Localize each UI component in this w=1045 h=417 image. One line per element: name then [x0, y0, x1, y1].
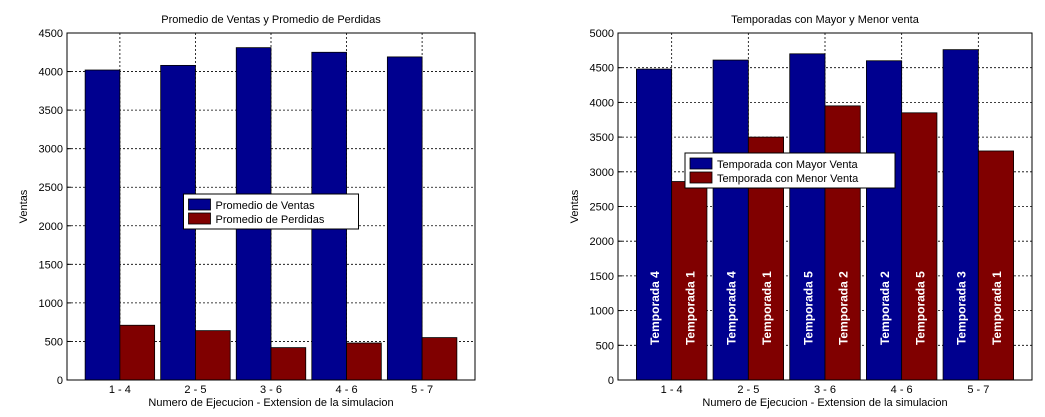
y-tick-label: 1000 — [590, 306, 614, 318]
bar — [901, 112, 938, 381]
y-tick-label: 5000 — [590, 28, 614, 40]
y-tick-label: 3000 — [39, 144, 63, 156]
axes-frame — [617, 32, 1033, 381]
bar-label: Temporada 1 — [683, 271, 697, 345]
bar — [195, 330, 231, 381]
legend-swatch — [188, 212, 211, 225]
y-axis-label: Ventas — [18, 189, 30, 223]
x-tick-label: 5 - 7 — [411, 384, 433, 396]
y-tick-label: 0 — [57, 375, 63, 387]
axes-frame — [66, 32, 476, 381]
y-tick-label: 2500 — [39, 182, 63, 194]
x-tick-label: 3 - 6 — [260, 384, 282, 396]
y-tick-label: 4000 — [39, 67, 63, 79]
y-tick-label: 2500 — [590, 202, 614, 214]
legend-box — [183, 193, 359, 230]
bar — [270, 347, 307, 381]
bar-label: Temporada 4 — [648, 271, 662, 345]
bar — [636, 68, 673, 381]
bar — [977, 150, 1014, 381]
bar — [824, 105, 861, 381]
y-tick-label: 3500 — [590, 132, 614, 144]
bar-label: Temporada 2 — [837, 271, 851, 345]
chart-title: Promedio de Ventas y Promedio de Perdida… — [161, 14, 381, 26]
y-tick-label: 500 — [596, 340, 614, 352]
chart-title: Temporadas con Mayor y Menor venta — [731, 14, 920, 26]
y-tick-label: 0 — [608, 375, 614, 387]
bar — [866, 60, 903, 381]
x-tick-label: 3 - 6 — [814, 384, 836, 396]
bar-label: Temporada 5 — [801, 271, 815, 345]
bar-label: Temporada 5 — [913, 271, 927, 345]
legend-box — [684, 152, 896, 189]
x-tick-label: 2 - 5 — [184, 384, 206, 396]
y-tick-label: 2000 — [590, 236, 614, 248]
y-tick-label: 3500 — [39, 105, 63, 117]
bar — [671, 181, 708, 381]
y-axis-label: Ventas — [569, 189, 581, 223]
bar — [386, 56, 423, 381]
legend-label: Promedio de Perdidas — [216, 214, 325, 226]
bar-label: Temporada 1 — [760, 271, 774, 345]
y-tick-label: 4500 — [39, 28, 63, 40]
x-tick-label: 4 - 6 — [336, 384, 358, 396]
y-tick-label: 1000 — [39, 298, 63, 310]
legend-swatch — [689, 171, 713, 184]
bar — [421, 337, 458, 381]
legend-swatch — [188, 198, 211, 211]
bar — [789, 53, 826, 381]
y-tick-label: 2000 — [39, 221, 63, 233]
x-tick-label: 2 - 5 — [737, 384, 759, 396]
y-tick-label: 500 — [45, 336, 63, 348]
bar-label: Temporada 3 — [955, 271, 969, 345]
x-axis-label: Numero de Ejecucion - Extension de la si… — [702, 397, 947, 409]
x-tick-label: 1 - 4 — [109, 384, 131, 396]
legend-label: Temporada con Menor Venta — [717, 173, 859, 185]
y-tick-label: 3000 — [590, 167, 614, 179]
y-tick-label: 4000 — [590, 97, 614, 109]
bar — [712, 59, 749, 381]
x-axis-label: Numero de Ejecucion - Extension de la si… — [148, 397, 393, 409]
bar-label: Temporada 1 — [990, 271, 1004, 345]
bar-label: Temporada 4 — [725, 271, 739, 345]
x-tick-label: 4 - 6 — [891, 384, 913, 396]
legend-swatch — [689, 157, 713, 170]
legend-label: Temporada con Mayor Venta — [717, 159, 859, 171]
y-tick-label: 1500 — [590, 271, 614, 283]
bar-label: Temporada 2 — [878, 271, 892, 345]
bar — [84, 69, 121, 381]
y-tick-label: 1500 — [39, 259, 63, 271]
y-tick-label: 4500 — [590, 63, 614, 75]
x-tick-label: 1 - 4 — [661, 384, 683, 396]
x-tick-label: 5 - 7 — [967, 384, 989, 396]
bar — [119, 324, 156, 381]
legend-label: Promedio de Ventas — [216, 200, 316, 212]
bar — [346, 342, 382, 381]
